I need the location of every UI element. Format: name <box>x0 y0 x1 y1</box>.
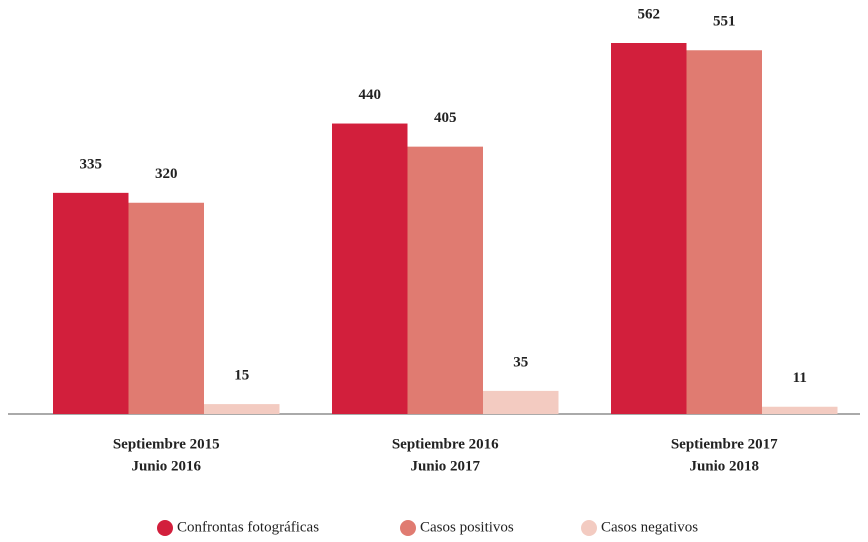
value-label: 11 <box>793 370 807 386</box>
value-label: 335 <box>80 156 103 172</box>
legend-swatch <box>157 520 173 536</box>
bar <box>128 202 204 414</box>
value-label: 320 <box>155 166 178 182</box>
x-tick-label: Septiembre 2017 <box>671 436 778 452</box>
value-label: 405 <box>434 110 457 126</box>
legend-label: Casos negativos <box>601 519 698 535</box>
bar <box>53 192 129 414</box>
legend-label: Confrontas fotográficas <box>177 519 319 535</box>
x-tick-label: Junio 2016 <box>131 458 201 474</box>
x-tick-label: Junio 2018 <box>689 458 759 474</box>
x-tick-label: Junio 2017 <box>410 458 480 474</box>
bar <box>611 43 687 414</box>
legend-swatch <box>581 520 597 536</box>
value-label: 15 <box>234 368 249 384</box>
legend-swatch <box>400 520 416 536</box>
value-label: 35 <box>513 354 528 370</box>
value-label: 551 <box>713 14 736 30</box>
value-label: 440 <box>359 87 382 103</box>
bar <box>332 123 408 415</box>
bar <box>686 50 762 414</box>
bar <box>407 146 483 415</box>
bar <box>483 390 559 414</box>
bar <box>762 406 838 414</box>
legend-label: Casos positivos <box>420 519 514 535</box>
x-tick-label: Septiembre 2016 <box>392 436 499 452</box>
x-tick-label: Septiembre 2015 <box>113 436 220 452</box>
bar <box>204 404 280 414</box>
value-label: 562 <box>638 6 661 22</box>
